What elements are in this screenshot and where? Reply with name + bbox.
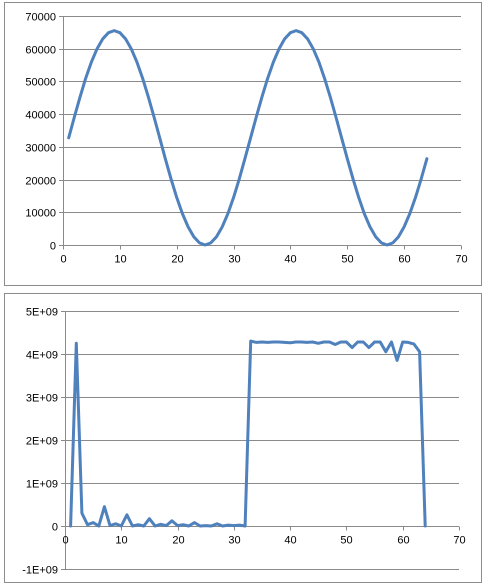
y-tick-label: 20000	[25, 176, 56, 188]
x-tick-label: 50	[341, 254, 353, 266]
x-tick-label: 0	[60, 254, 66, 266]
x-tick-label: 10	[114, 254, 126, 266]
x-tick-label: 30	[228, 254, 240, 266]
y-tick-label: 70000	[25, 12, 56, 24]
bottom-magnitude-line-chart: -1E+09 0 1E+09 2E+09 3E+09 4E+09 5E+09 0 10 20 30 4…	[22, 307, 465, 577]
y-tick-label: 30000	[25, 143, 56, 155]
y-tick-label: 0	[50, 241, 56, 253]
x-tick-label: 30	[228, 535, 240, 547]
y-tick-label: 50000	[25, 77, 56, 89]
x-tick-label: 0	[62, 535, 68, 547]
y-tick-label: 60000	[25, 45, 56, 57]
y-tick-label: 10000	[25, 208, 56, 220]
series-line-0	[67, 29, 429, 247]
x-tick-label: 60	[398, 254, 410, 266]
x-tick-label: 70	[453, 535, 465, 547]
x-tick-label: 20	[171, 254, 183, 266]
y-tick-label: 40000	[25, 110, 56, 122]
x-tick-label: 50	[340, 535, 352, 547]
y-tick-label: 4E+09	[26, 350, 58, 362]
x-tick-label: 10	[115, 535, 127, 547]
x-tick-label: 60	[397, 535, 409, 547]
top-sine-line-chart: 0 10000 20000 30000 40000 50000 60000 70000 0 10 2…	[25, 12, 467, 266]
top-chart-panel: 0 10000 20000 30000 40000 50000 60000 70000 0 10 2…	[4, 2, 482, 286]
x-tick-label: 70	[455, 254, 467, 266]
x-tick-label: 40	[284, 535, 296, 547]
x-tick-label: 40	[284, 254, 296, 266]
x-tick-label: 20	[172, 535, 184, 547]
y-tick-label: -1E+09	[22, 565, 58, 577]
y-tick-label: 0	[52, 522, 58, 534]
series-line-0	[69, 339, 427, 528]
y-tick-label: 5E+09	[26, 307, 58, 319]
y-tick-label: 3E+09	[26, 393, 58, 405]
bottom-chart-panel: -1E+09 0 1E+09 2E+09 3E+09 4E+09 5E+09 0 10 20 30 4…	[4, 293, 482, 583]
y-tick-label: 1E+09	[26, 479, 58, 491]
y-tick-label: 2E+09	[26, 436, 58, 448]
